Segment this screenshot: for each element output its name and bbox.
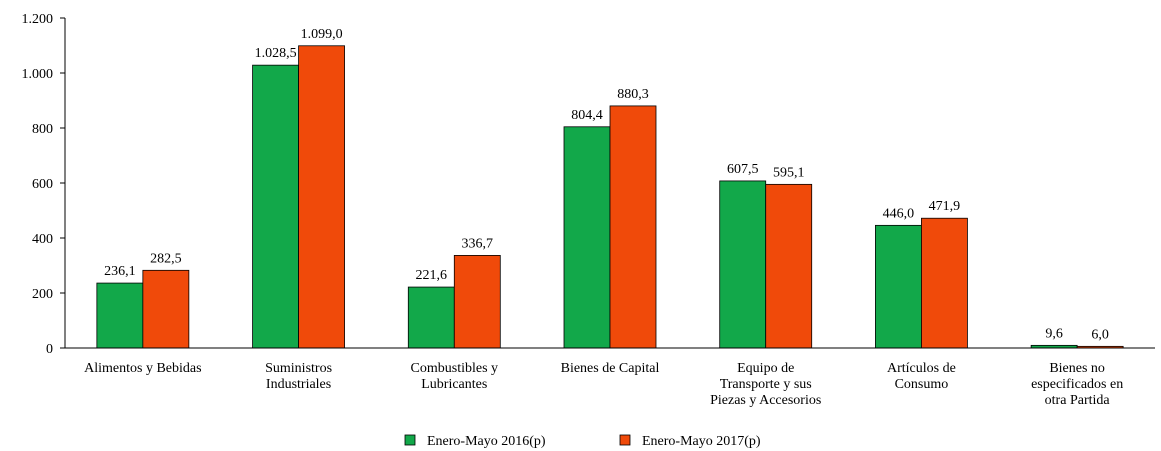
x-tick-label: Bienes no especificados en otra Partida — [1031, 361, 1123, 408]
data-label: 282,5 — [150, 251, 182, 266]
y-tick-label: 200 — [32, 287, 53, 302]
x-tick-label: Artículos de Consumo — [887, 361, 956, 392]
legend-label: Enero-Mayo 2016(p) — [427, 434, 546, 449]
data-label: 6,0 — [1091, 327, 1109, 342]
data-label: 880,3 — [617, 87, 649, 102]
x-tick-label: Equipo de Transporte y sus Piezas y Acceso… — [710, 361, 821, 408]
x-tick-label: Suministros Industriales — [265, 361, 332, 392]
legend-label: Enero-Mayo 2017(p) — [642, 434, 761, 449]
data-label: 1.028,5 — [255, 46, 297, 61]
bar — [719, 180, 767, 349]
x-tick-label: Bienes de Capital — [561, 361, 660, 376]
bar — [96, 282, 144, 349]
x-tick-label: Alimentos y Bebidas — [84, 361, 201, 376]
y-tick-label: 600 — [32, 177, 53, 192]
bar — [252, 64, 299, 349]
bar — [453, 255, 501, 349]
data-label: 607,5 — [727, 162, 759, 177]
data-label: 446,0 — [883, 206, 915, 221]
data-label: 1.099,0 — [301, 27, 343, 42]
bar — [298, 45, 345, 349]
data-label: 9,6 — [1045, 326, 1063, 341]
data-label: 236,1 — [104, 264, 136, 279]
data-label: 221,6 — [416, 268, 448, 283]
data-label: 471,9 — [929, 199, 961, 214]
bar — [407, 286, 455, 349]
bar — [609, 105, 657, 349]
bar — [142, 269, 190, 349]
bar — [875, 224, 922, 349]
data-label: 336,7 — [462, 236, 494, 251]
legend-swatch — [404, 434, 416, 446]
bar — [765, 183, 813, 349]
x-tick-label: Combustibles y Lubricantes — [411, 361, 499, 392]
y-tick-label: 400 — [32, 232, 53, 247]
legend-swatch — [619, 434, 631, 446]
data-label: 595,1 — [773, 165, 805, 180]
bar — [563, 126, 611, 349]
y-tick-label: 1.200 — [22, 12, 54, 27]
y-tick-label: 1.000 — [22, 67, 54, 82]
y-tick-label: 0 — [46, 342, 53, 357]
data-label: 804,4 — [571, 108, 603, 123]
bar — [921, 217, 968, 349]
y-tick-label: 800 — [32, 122, 53, 137]
